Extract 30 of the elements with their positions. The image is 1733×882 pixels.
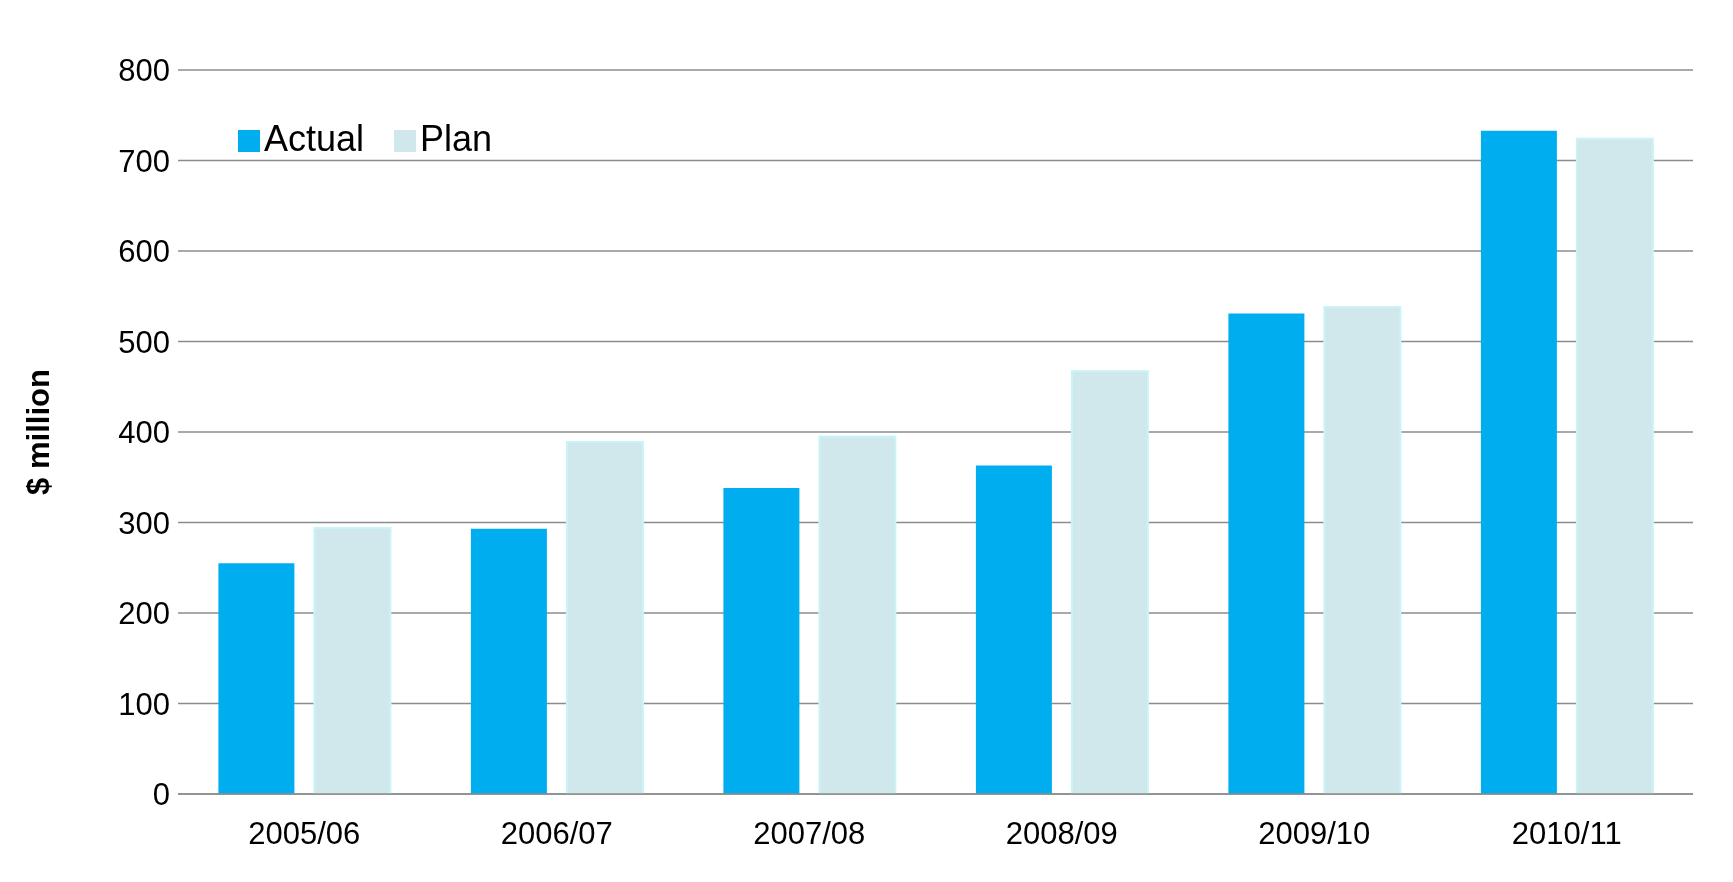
- x-tick-label: 2006/07: [500, 816, 613, 852]
- y-axis-title: $ million: [21, 369, 57, 495]
- y-tick-label: 100: [118, 686, 170, 722]
- bar: [818, 435, 897, 794]
- bar: [723, 488, 800, 794]
- x-tick-label: 2010/11: [1511, 816, 1622, 852]
- y-tick-label: 700: [118, 143, 170, 179]
- y-tick-label: 200: [118, 596, 170, 632]
- bar: [975, 465, 1052, 794]
- y-tick-label: 300: [118, 505, 170, 541]
- y-tick-label: 600: [118, 234, 170, 270]
- bar: [1228, 313, 1305, 794]
- y-tick-label: 800: [118, 53, 170, 88]
- x-tick-label: 2007/08: [753, 816, 866, 852]
- x-tick-label: 2009/10: [1258, 816, 1371, 852]
- bar: [1323, 306, 1402, 794]
- bar: [1480, 130, 1557, 794]
- x-tick-label: 2005/06: [248, 816, 361, 852]
- y-tick-label: 0: [152, 777, 170, 813]
- legend-label: Actual: [264, 118, 365, 159]
- y-tick-label: 500: [118, 324, 170, 360]
- bar: [1070, 370, 1149, 794]
- legend-label: Plan: [420, 118, 493, 159]
- y-tick-label: 400: [118, 415, 170, 451]
- x-tick-label: 2008/09: [1005, 816, 1118, 852]
- bar: [470, 528, 547, 794]
- bar: [218, 563, 295, 794]
- bar: [313, 526, 392, 794]
- bar: [565, 440, 644, 794]
- bar: [1575, 137, 1654, 794]
